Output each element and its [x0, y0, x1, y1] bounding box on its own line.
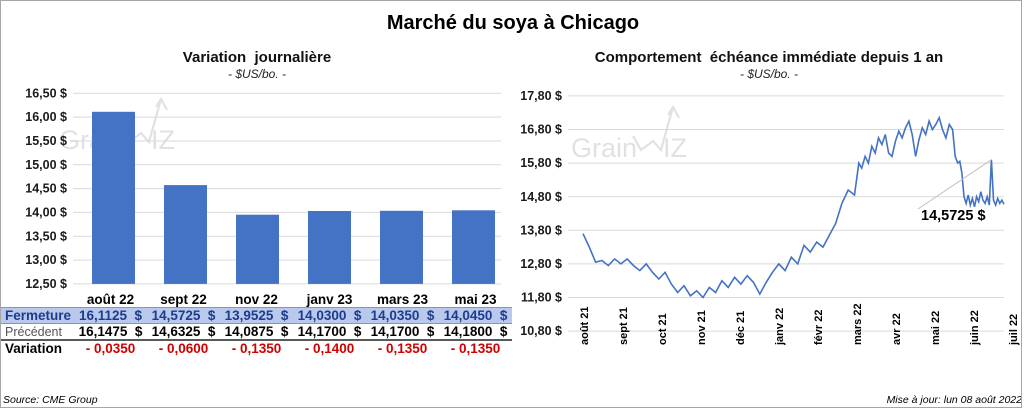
svg-text:13,80 $: 13,80 $ [520, 223, 562, 237]
svg-text:13,50 $: 13,50 $ [25, 229, 67, 243]
svg-text:15,00 $: 15,00 $ [25, 158, 67, 172]
svg-text:15,80 $: 15,80 $ [520, 156, 562, 170]
svg-text:10,80 $: 10,80 $ [520, 324, 562, 338]
svg-text:14,50 $: 14,50 $ [25, 182, 67, 196]
svg-text:16,50 $: 16,50 $ [25, 86, 67, 100]
svg-text:IZ: IZ [151, 125, 175, 155]
svg-text:14,80 $: 14,80 $ [520, 190, 562, 204]
svg-text:12,50 $: 12,50 $ [25, 277, 67, 291]
svg-text:Grain: Grain [571, 133, 637, 163]
svg-text:15,50 $: 15,50 $ [25, 134, 67, 148]
svg-text:11,80 $: 11,80 $ [521, 291, 562, 305]
svg-text:14,00 $: 14,00 $ [25, 206, 67, 220]
svg-text:16,80 $: 16,80 $ [520, 123, 562, 137]
svg-text:IZ: IZ [663, 133, 687, 163]
svg-text:13,00 $: 13,00 $ [25, 253, 67, 267]
svg-text:16,00 $: 16,00 $ [25, 110, 67, 124]
svg-text:12,80 $: 12,80 $ [520, 257, 562, 271]
svg-text:14,5725 $: 14,5725 $ [921, 208, 986, 224]
svg-text:17,80 $: 17,80 $ [520, 89, 562, 103]
